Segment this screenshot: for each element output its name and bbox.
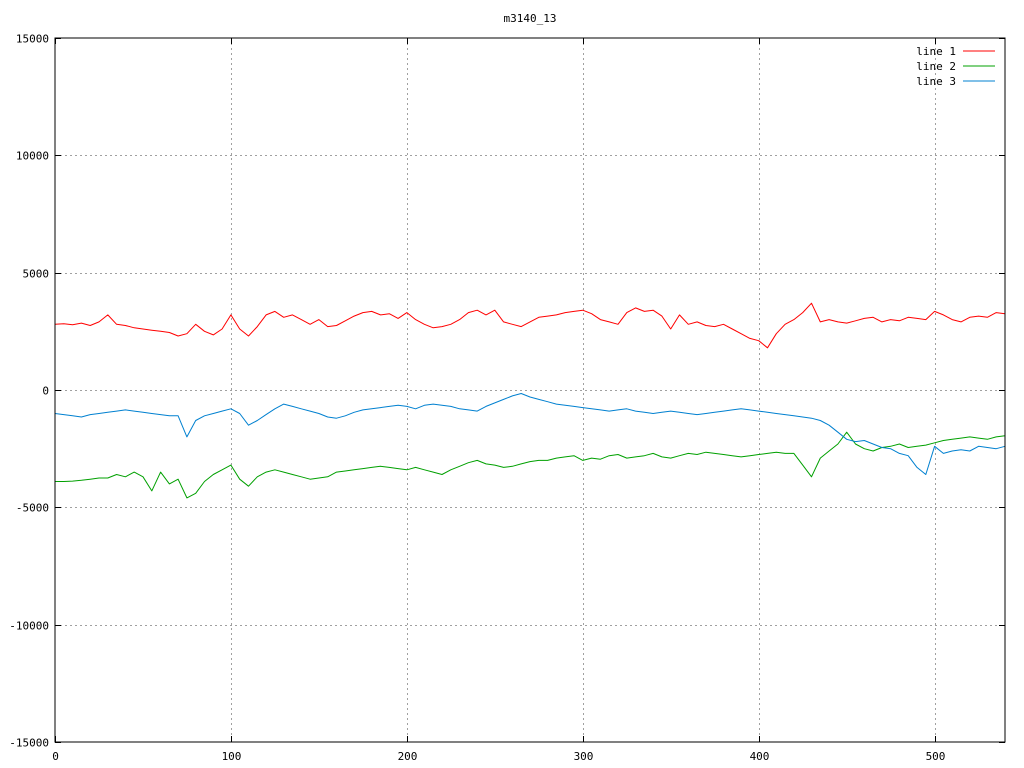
- y-tick-label: -15000: [9, 737, 49, 750]
- legend: line 1 line 2 line 3: [916, 45, 995, 88]
- series-line-1: [54, 302, 1006, 349]
- x-tick-label: 0: [52, 750, 59, 763]
- y-tick-label: 15000: [16, 33, 49, 46]
- grid: [55, 38, 1005, 742]
- x-tick-label: 400: [750, 750, 770, 763]
- y-tick-label: 5000: [23, 268, 50, 281]
- y-tick-label: -5000: [16, 502, 49, 515]
- x-tick-label: 300: [574, 750, 594, 763]
- x-tick-label: 500: [926, 750, 946, 763]
- legend-label-3: line 3: [916, 75, 956, 88]
- legend-label-2: line 2: [916, 60, 956, 73]
- legend-label-1: line 1: [916, 45, 956, 58]
- x-tick-label: 200: [398, 750, 418, 763]
- axis-ticks: 0 100 200 300 400 500 -15000 -10000 -5000 0 5000 10…: [9, 33, 1005, 763]
- series-line-2: [55, 431, 1006, 499]
- y-tick-label: 10000: [16, 150, 49, 163]
- y-tick-label: -10000: [9, 620, 49, 633]
- x-tick-label: 100: [222, 750, 242, 763]
- chart-title: m3140_13: [504, 12, 557, 25]
- y-tick-label: 0: [42, 385, 49, 398]
